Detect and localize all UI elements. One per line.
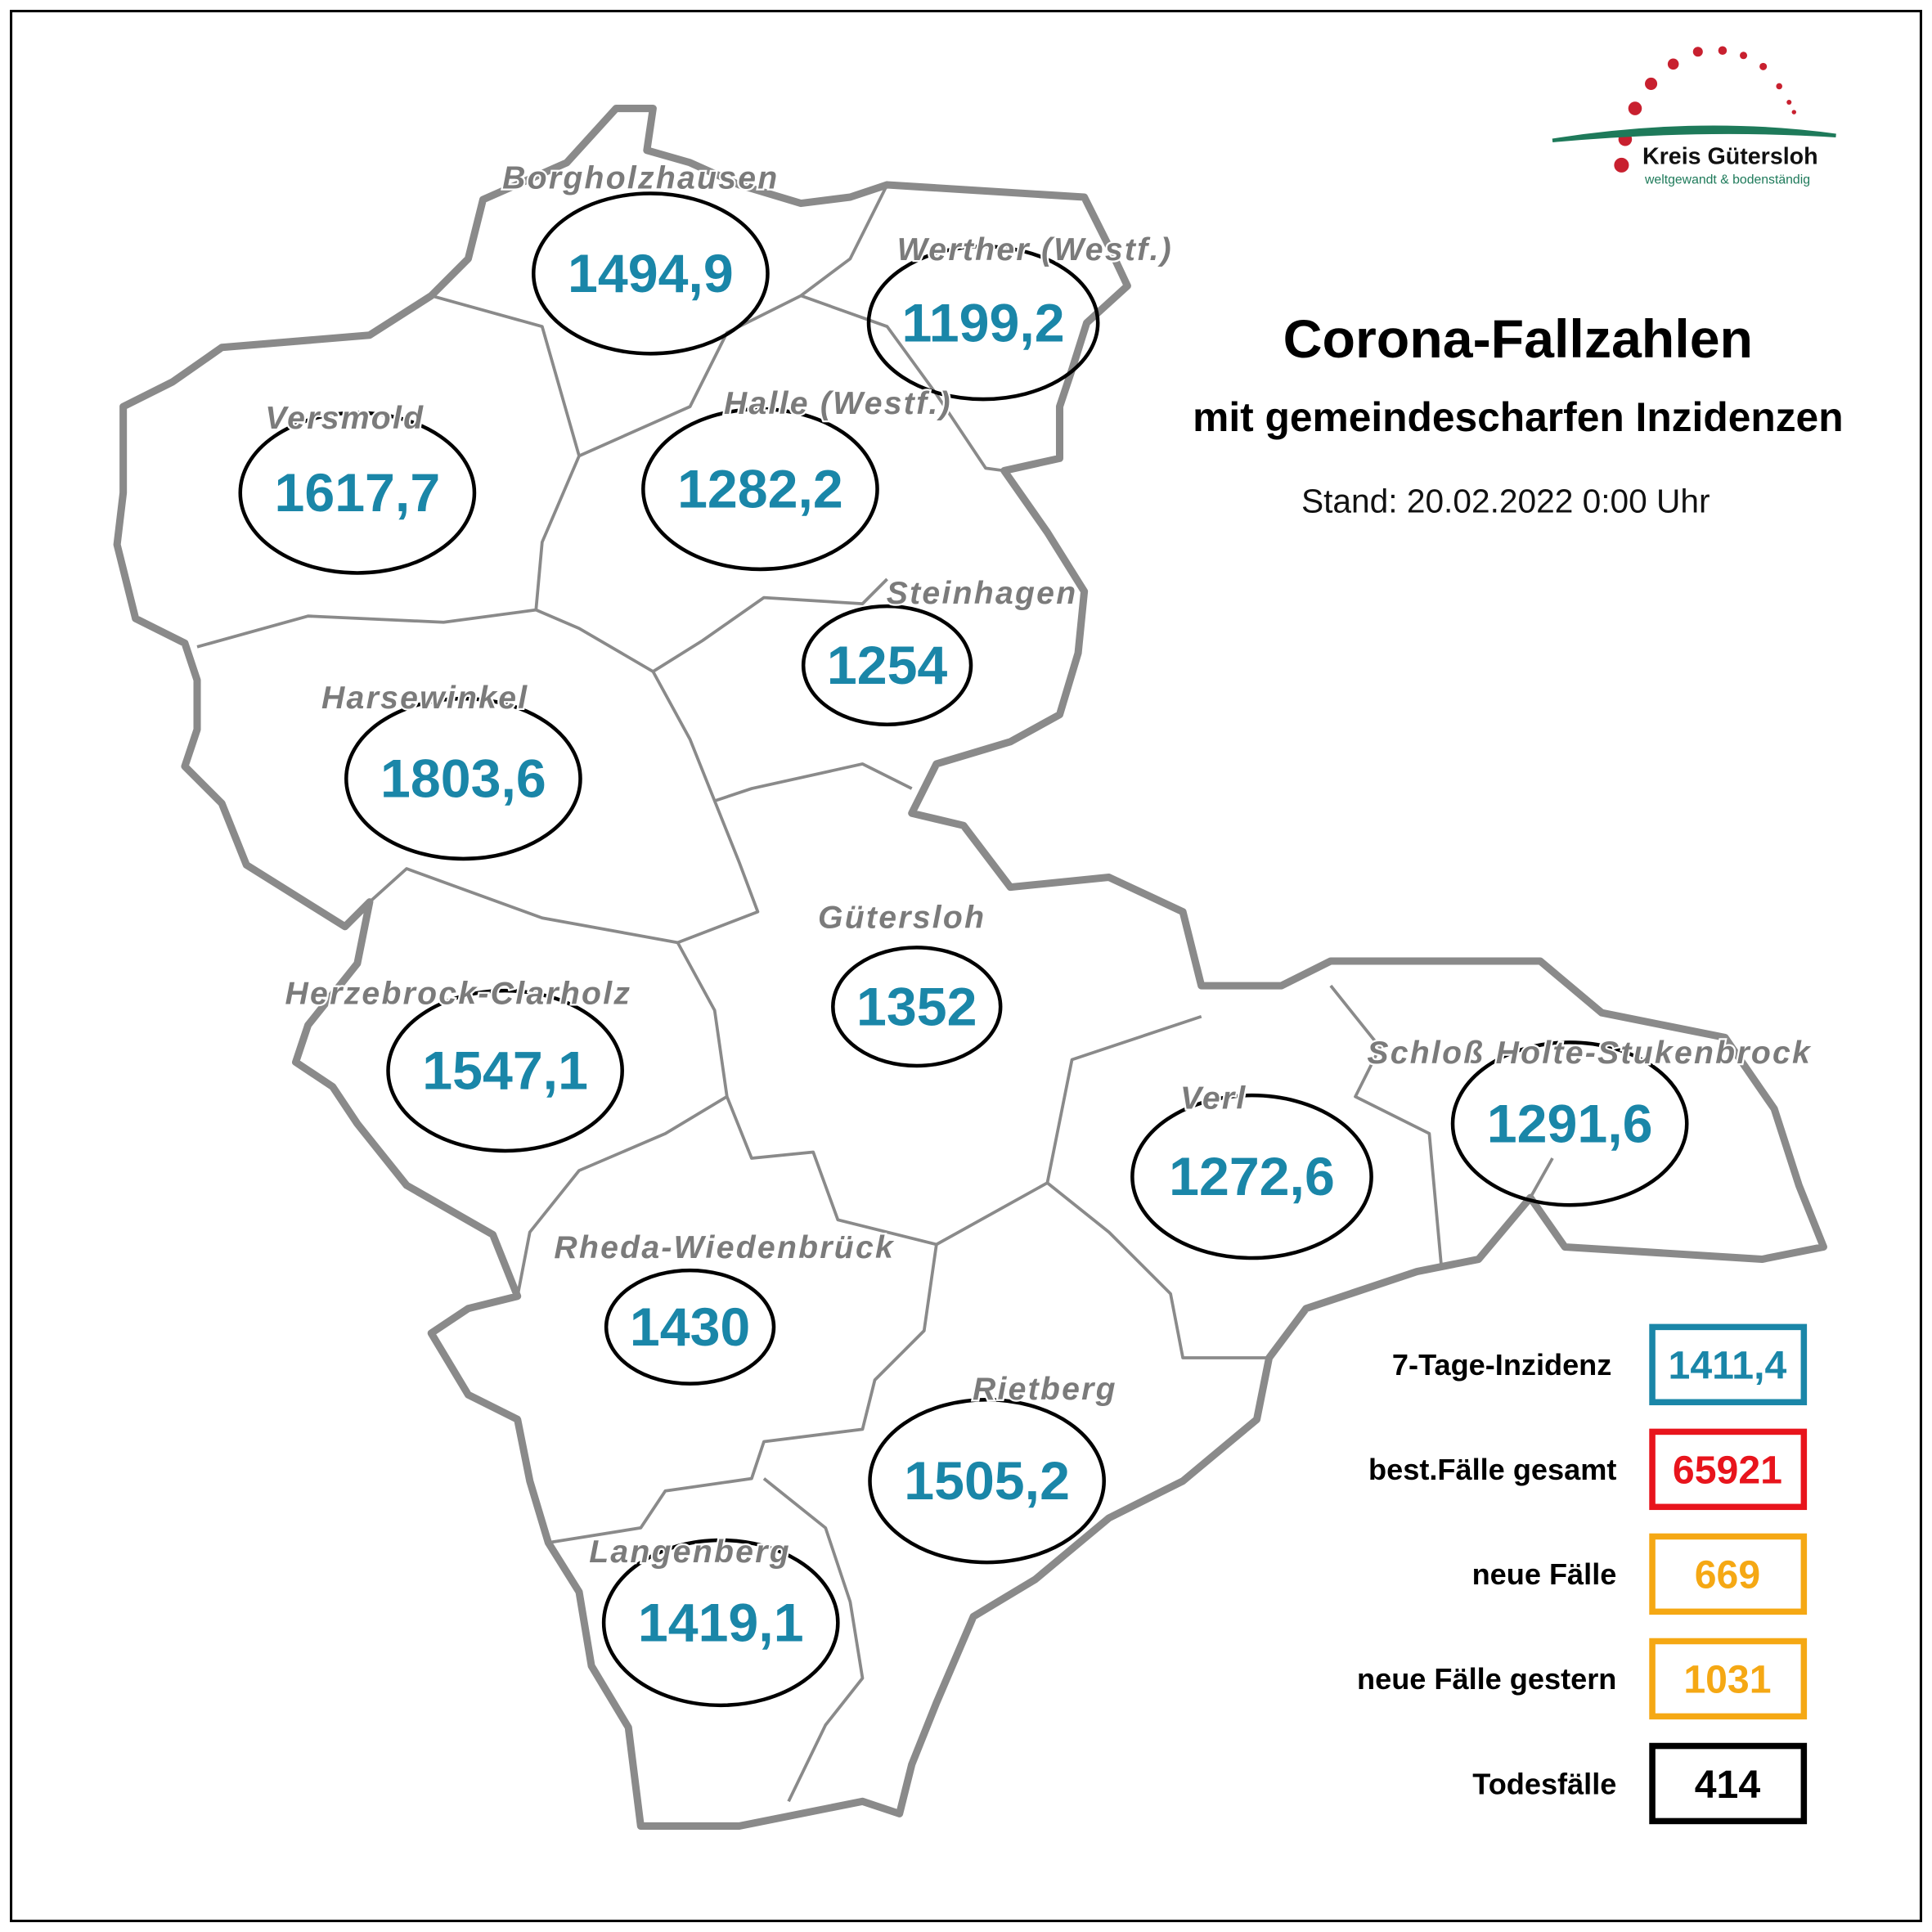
page-title: Corona-Fallzahlen [1283, 309, 1753, 370]
municipality-name: Steinhagen [887, 576, 1078, 611]
municipality-name: Langenberg [589, 1534, 791, 1570]
incidence-ellipse [1130, 1093, 1373, 1260]
municipality-verl: 1272,6 Verl [1130, 1079, 1373, 1260]
municipality-layer: 1494,9 Borgholzhausen 1199,2 Werther (Westf… [238, 159, 1812, 1708]
incidence-ellipse [801, 604, 973, 727]
municipality-borgholzhausen: 1494,9 Borgholzhausen [501, 159, 780, 356]
legend-value-box [1649, 1428, 1808, 1511]
incidence-ellipse [532, 191, 770, 356]
municipality-werther-westf: 1199,2 Werther (Westf.) [866, 231, 1173, 402]
legend-value: 669 [1695, 1553, 1760, 1597]
municipality-langenberg: 1419,1 Langenberg [587, 1533, 840, 1708]
legend-value-box [1649, 1323, 1808, 1406]
logo-dot [1628, 101, 1642, 115]
incidence-ellipse [604, 1268, 776, 1386]
incidence-value: 1430 [630, 1297, 750, 1358]
municipality-rietberg: 1505,2 Rietberg [868, 1370, 1117, 1565]
incidence-value: 1282,2 [677, 460, 843, 520]
legend-item: neue Fälle 669 [1472, 1533, 1808, 1615]
incidence-ellipse [238, 411, 477, 575]
incidence-value: 1199,2 [902, 293, 1065, 353]
incidence-ellipse [1450, 1040, 1689, 1207]
incidence-ellipse [641, 407, 879, 572]
legend-value: 65921 [1673, 1449, 1782, 1493]
municipality-name: Rheda-Wiedenbrück [554, 1230, 895, 1265]
incidence-value: 1547,1 [422, 1041, 588, 1102]
page-subtitle: mit gemeindescharfen Inzidenzen [1193, 394, 1843, 440]
municipality-herzebrock-clarholz: 1547,1 Herzebrock-Clarholz [283, 974, 632, 1153]
incidence-ellipse [601, 1538, 840, 1708]
incidence-ellipse [344, 696, 582, 861]
municipality-name: Halle (Westf.) [724, 386, 952, 421]
legend-item: 7-Tage-Inzidenz 1411,4 [1392, 1323, 1808, 1406]
municipality-name: Schloß Holte-Stukenbrock [1367, 1036, 1812, 1071]
incidence-value: 1617,7 [275, 463, 441, 523]
municipality-name: Harsewinkel [321, 681, 528, 716]
legend-value-box [1649, 1638, 1808, 1720]
legend-label: neue Fälle [1472, 1557, 1617, 1591]
legend-label: Todesfälle [1472, 1767, 1616, 1800]
logo-dot [1791, 110, 1796, 115]
legend-value-box [1649, 1533, 1808, 1615]
municipality-name: Verl [1180, 1081, 1247, 1117]
incidence-value: 1352 [856, 977, 977, 1037]
logo-dot [1645, 77, 1658, 90]
logo: Kreis Gütersloh weltgewandt & bodenständ… [1552, 46, 1836, 186]
municipality-steinhagen: 1254 Steinhagen [801, 574, 1078, 727]
municipality-name: Werther (Westf.) [897, 232, 1173, 267]
municipality-versmold: 1617,7 Versmold [238, 399, 477, 575]
municipality-name: Gütersloh [818, 900, 986, 935]
incidence-ellipse [386, 988, 624, 1153]
municipality-name: Borgholzhausen [502, 160, 779, 195]
legend: 7-Tage-Inzidenz 1411,4 best.Fälle gesamt 65… [1357, 1323, 1808, 1825]
logo-dot [1759, 62, 1768, 70]
legend-label: 7-Tage-Inzidenz [1392, 1348, 1611, 1382]
logo-dot [1740, 52, 1748, 60]
logo-dot [1692, 47, 1703, 57]
municipality-name: Versmold [265, 401, 425, 436]
municipality-name: Herzebrock-Clarholz [285, 977, 632, 1012]
incidence-ellipse [868, 1397, 1106, 1565]
legend-item: best.Fälle gesamt 65921 [1368, 1428, 1808, 1511]
legend-value: 414 [1695, 1763, 1761, 1807]
incidence-value: 1291,6 [1487, 1094, 1653, 1154]
incidence-value: 1494,9 [568, 244, 734, 304]
incidence-value: 1254 [827, 636, 948, 696]
municipality-harsewinkel: 1803,6 Harsewinkel [320, 679, 582, 861]
logo-dot [1786, 100, 1792, 106]
incidence-value: 1505,2 [904, 1451, 1070, 1512]
logo-arc [1552, 125, 1836, 142]
logo-dot [1718, 46, 1728, 56]
legend-label: neue Fälle gestern [1357, 1662, 1616, 1696]
municipality-rheda-wiedenbrück: 1430 Rheda-Wiedenbrück [552, 1229, 895, 1386]
legend-value-box [1649, 1742, 1808, 1825]
logo-name: Kreis Gütersloh [1642, 143, 1818, 169]
municipality-borders [196, 184, 1554, 1803]
incidence-ellipse [831, 946, 1003, 1068]
municipality-gütersloh: 1352 Gütersloh [816, 898, 1003, 1068]
legend-label: best.Fälle gesamt [1368, 1453, 1616, 1486]
legend-value: 1031 [1683, 1658, 1771, 1702]
legend-value: 1411,4 [1669, 1344, 1787, 1388]
municipality-schloß-holte-stukenbrock: 1291,6 Schloß Holte-Stukenbrock [1365, 1034, 1812, 1207]
district-map [113, 105, 1827, 1830]
incidence-value: 1419,1 [638, 1593, 804, 1653]
logo-dot [1667, 58, 1679, 70]
logo-dot [1776, 83, 1782, 90]
legend-item: Todesfälle 414 [1472, 1742, 1808, 1825]
municipality-halle-westf: 1282,2 Halle (Westf.) [641, 384, 952, 572]
stand-timestamp: Stand: 20.02.2022 0:00 Uhr [1301, 483, 1710, 520]
incidence-value: 1272,6 [1169, 1147, 1335, 1207]
incidence-ellipse [866, 245, 1100, 402]
incidence-value: 1803,6 [380, 749, 546, 810]
logo-dots [1614, 46, 1796, 173]
logo-dot [1614, 157, 1629, 173]
logo-slogan: weltgewandt & bodenständig [1644, 173, 1810, 186]
legend-item: neue Fälle gestern 1031 [1357, 1638, 1808, 1720]
municipality-name: Rietberg [973, 1372, 1117, 1407]
